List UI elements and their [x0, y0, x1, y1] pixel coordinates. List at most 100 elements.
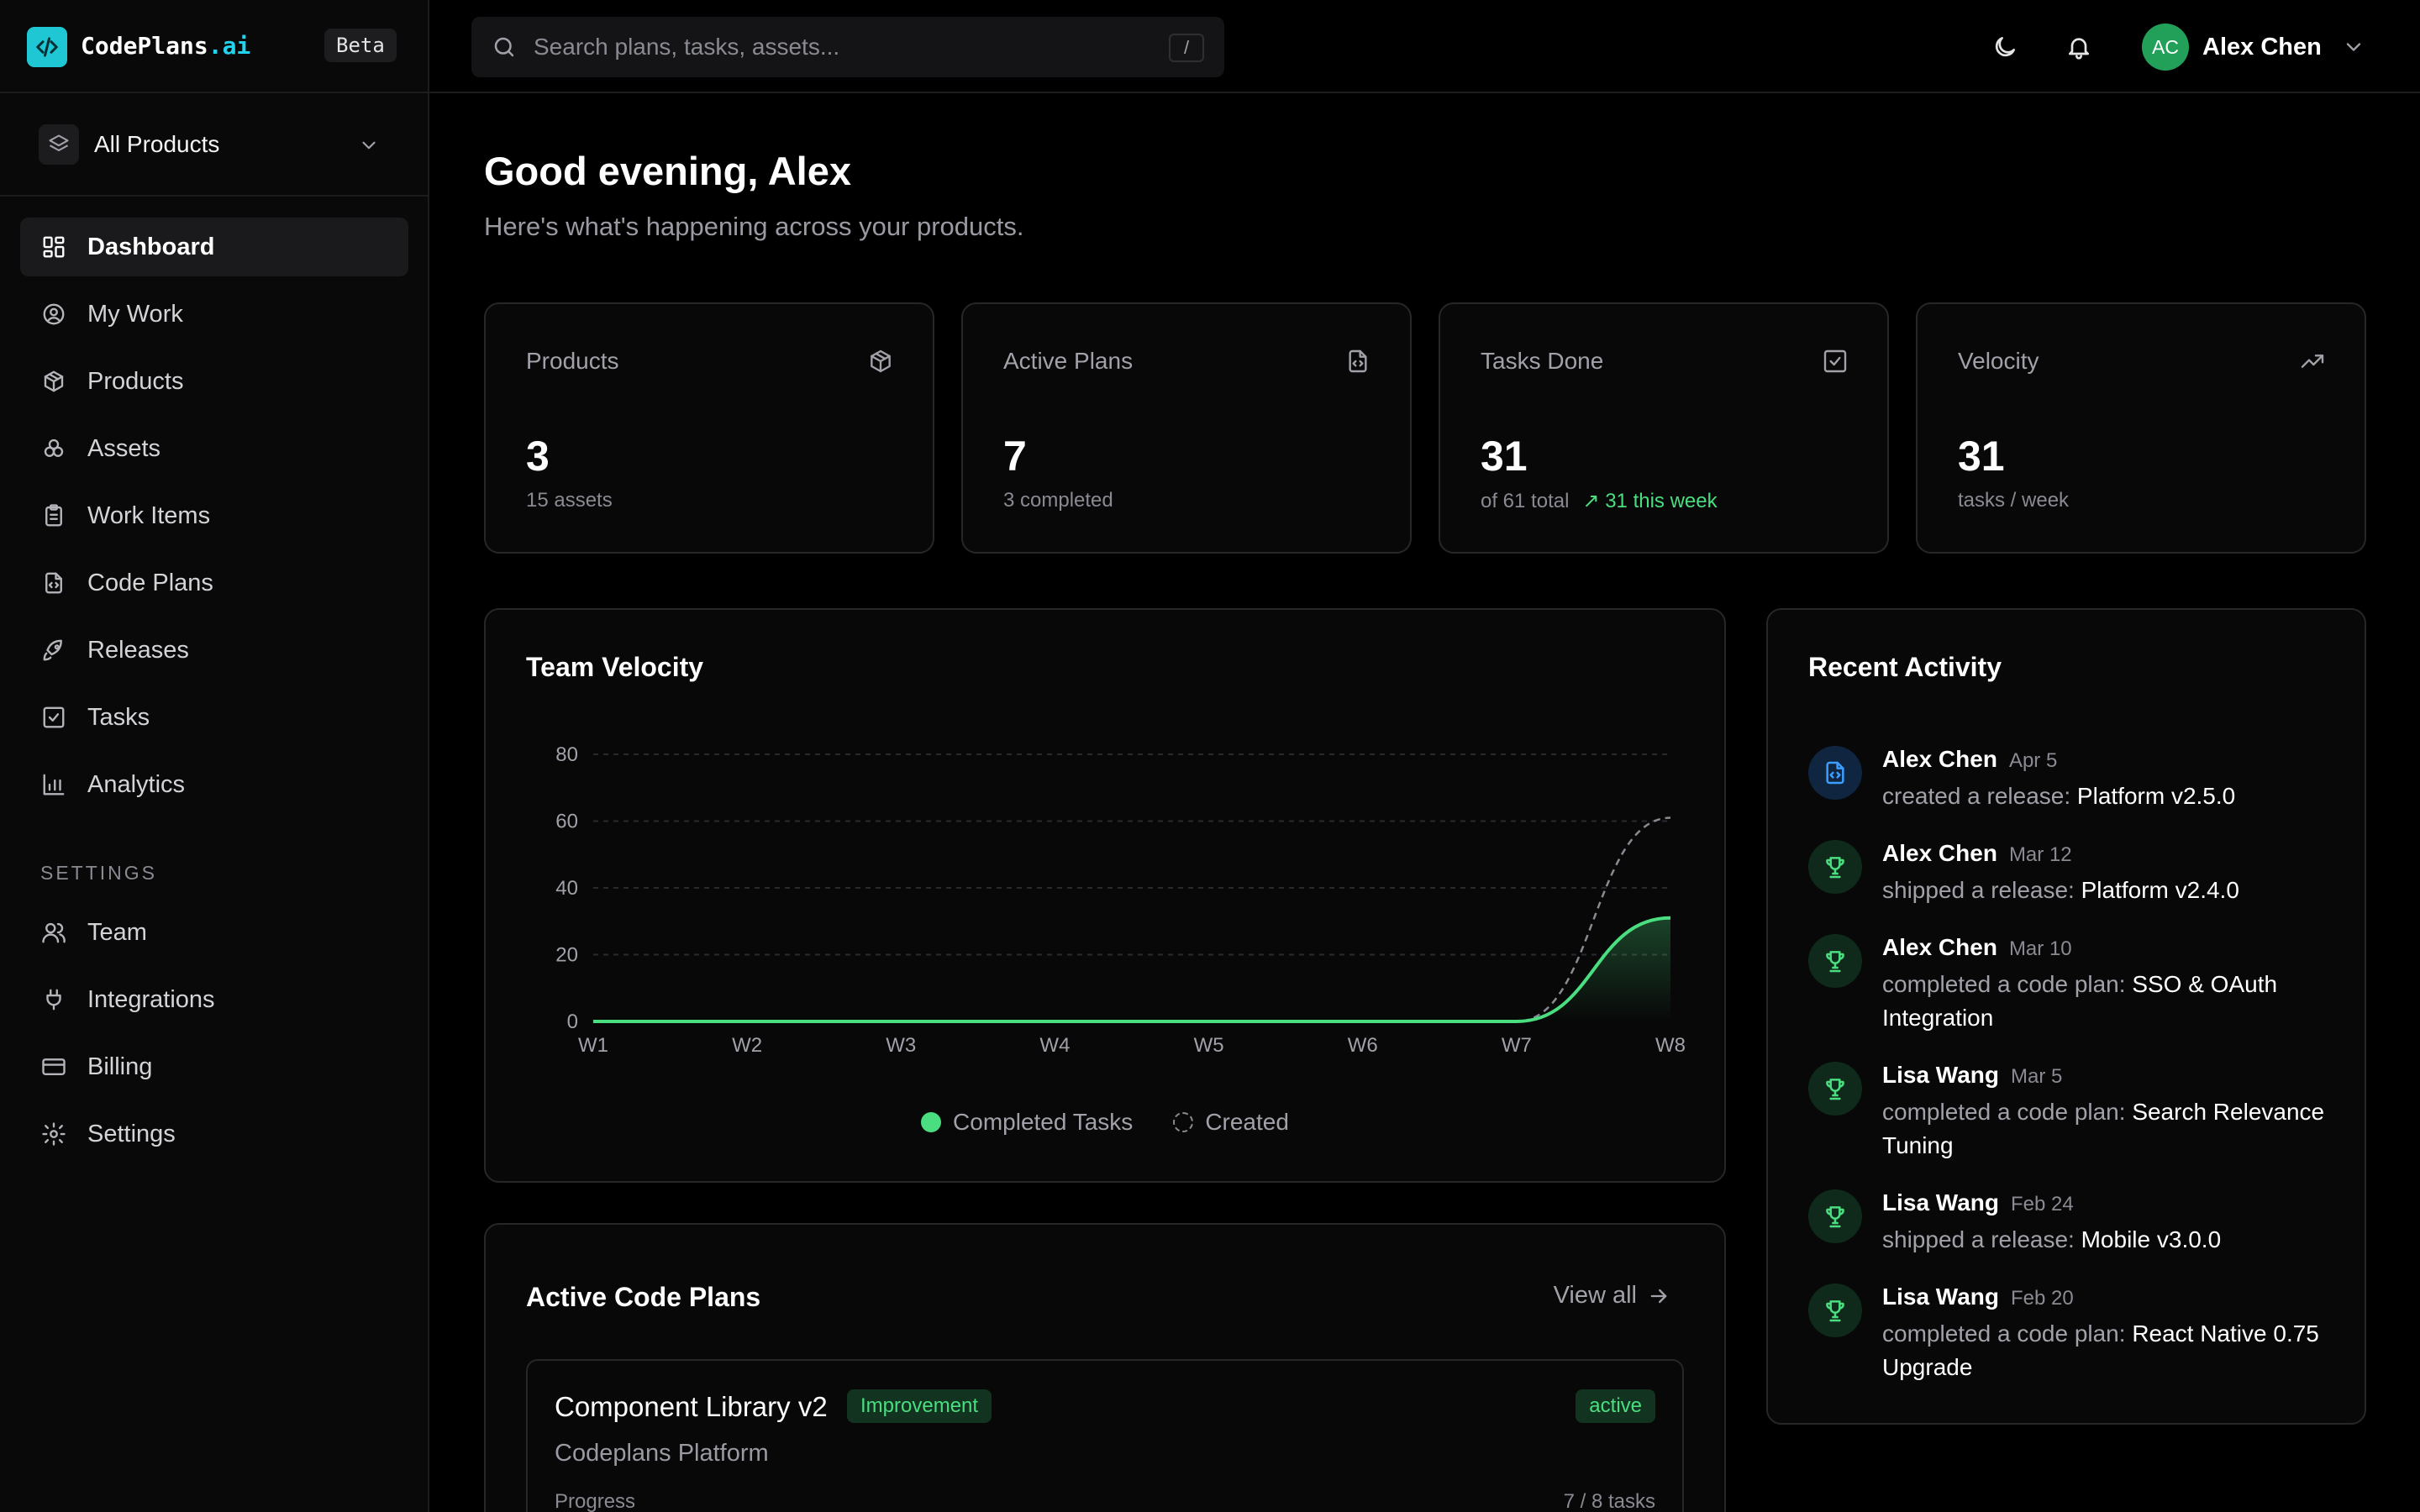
activity-date: Feb 20	[2010, 1287, 2074, 1310]
stat-title: Active Plans	[1003, 348, 1134, 374]
activity-item[interactable]: Lisa Wang Feb 20 completed a code plan: Re…	[1808, 1284, 2329, 1380]
chart-legend: Completed Tasks Created	[486, 1109, 1724, 1136]
plan-product: Codeplans Platform	[555, 1440, 769, 1467]
activity-item[interactable]: Lisa Wang Feb 24 shipped a release: Mobile…	[1808, 1189, 2329, 1273]
activity-date: Mar 12	[2008, 843, 2072, 866]
activity-user: Lisa Wang Feb 24	[1882, 1189, 2074, 1215]
sidebar-item-label: Billing	[87, 1053, 153, 1080]
sidebar-item-dashboard[interactable]: Dashboard	[20, 218, 408, 276]
activity-item[interactable]: Lisa Wang Mar 5 completed a code plan: Sea…	[1808, 1062, 2329, 1158]
activity-target[interactable]: Search Relevance Tuning	[1882, 1099, 2325, 1158]
sidebar-item-billing[interactable]: Billing	[20, 1037, 408, 1096]
activity-description: completed a code plan: React Native 0.75…	[1882, 1320, 2319, 1380]
progress-count: 7 / 8 tasks	[1563, 1490, 1655, 1512]
activity-target[interactable]: Mobile v3.0.0	[2081, 1226, 2222, 1252]
stat-value: 7	[1003, 433, 1027, 480]
activity-item[interactable]: Alex Chen Mar 12 shipped a release: Platfo…	[1808, 840, 2329, 924]
layers-icon	[39, 124, 79, 165]
search-input[interactable]: Search plans, tasks, assets... /	[471, 17, 1224, 77]
stat-subtext: 3 completed	[1003, 489, 1113, 512]
trending-up-icon	[2299, 348, 2328, 376]
sidebar-item-my-work[interactable]: My Work	[20, 285, 408, 344]
user-circle-icon	[40, 301, 67, 328]
legend-item[interactable]: Completed Tasks	[921, 1109, 1133, 1136]
trophy-icon	[1808, 1189, 1862, 1243]
stat-card-velocity[interactable]: Velocity 31 tasks / week	[1916, 302, 2366, 554]
trophy-icon	[1808, 934, 1862, 988]
chevron-down-icon[interactable]	[2342, 35, 2365, 59]
activity-date: Mar 5	[2010, 1065, 2063, 1088]
brand-name[interactable]: CodePlans.ai	[81, 32, 251, 60]
activity-description: shipped a release: Platform v2.4.0	[1882, 877, 2239, 903]
activity-target[interactable]: SSO & OAuth Integration	[1882, 971, 2278, 1031]
file-code-icon	[1344, 348, 1373, 376]
sidebar-item-label: Releases	[87, 636, 189, 664]
activity-user: Alex Chen Mar 12	[1882, 840, 2072, 866]
sidebar-item-team[interactable]: Team	[20, 903, 408, 962]
stat-subtext: tasks / week	[1958, 489, 2070, 512]
stat-value: 31	[1958, 433, 2005, 480]
search-placeholder: Search plans, tasks, assets...	[534, 34, 840, 60]
activity-target[interactable]: Platform v2.4.0	[2081, 877, 2239, 903]
sidebar-item-label: My Work	[87, 300, 183, 328]
sidebar-item-settings[interactable]: Settings	[20, 1105, 408, 1163]
stat-trend: ↗ 31 this week	[1582, 490, 1718, 512]
sidebar-item-code-plans[interactable]: Code Plans	[20, 554, 408, 612]
y-tick-label: 20	[555, 944, 578, 967]
activity-target[interactable]: Platform v2.5.0	[2076, 783, 2236, 809]
stat-card-tasks-done[interactable]: Tasks Done 31 of 61 total ↗ 31 this week	[1439, 302, 1889, 554]
package-icon	[867, 348, 896, 376]
team-velocity-card: Team Velocity 0 20 40 60 80 W1 W2 W3 W4 W5 W6 W7 W8 …	[484, 608, 1726, 1183]
file-code-icon	[40, 570, 67, 596]
activity-date: Mar 10	[2008, 937, 2072, 960]
trophy-icon	[1808, 1062, 1862, 1116]
sidebar-item-assets[interactable]: Assets	[20, 419, 408, 478]
search-shortcut: /	[1169, 34, 1204, 62]
x-tick-label: W8	[1655, 1034, 1686, 1057]
legend-label: Created	[1205, 1109, 1289, 1135]
users-icon	[40, 919, 67, 946]
completed-tasks-area	[593, 917, 1670, 1021]
y-tick-label: 60	[555, 811, 578, 833]
code-logo-icon[interactable]	[27, 27, 67, 67]
completed-tasks-series-line	[593, 916, 1671, 1024]
brand-header: CodePlans.ai Beta	[0, 0, 428, 93]
activity-user: Alex Chen Apr 5	[1882, 746, 2058, 772]
stat-card-products[interactable]: Products 3 15 assets	[484, 302, 934, 554]
activity-user: Lisa Wang Feb 20	[1882, 1284, 2074, 1310]
x-tick-label: W4	[1039, 1034, 1070, 1057]
activity-item[interactable]: Alex Chen Apr 5 created a release: Platfor…	[1808, 746, 2329, 830]
sidebar-item-releases[interactable]: Releases	[20, 621, 408, 680]
y-tick-label: 40	[555, 877, 578, 900]
view-all-link[interactable]: View all	[1554, 1282, 1670, 1310]
sidebar-item-analytics[interactable]: Analytics	[20, 755, 408, 814]
user-name[interactable]: Alex Chen	[2202, 34, 2322, 60]
arrow-right-icon	[1650, 1289, 1667, 1303]
moon-icon[interactable]	[1988, 30, 2022, 64]
activity-target[interactable]: React Native 0.75 Upgrade	[1882, 1320, 2319, 1380]
plug-icon	[40, 986, 67, 1013]
beta-badge: Beta	[324, 29, 397, 62]
activity-description: shipped a release: Mobile v3.0.0	[1882, 1226, 2222, 1252]
sidebar-item-label: Integrations	[87, 985, 215, 1013]
activity-item[interactable]: Alex Chen Mar 10 completed a code plan: SS…	[1808, 934, 2329, 1031]
sidebar-item-products[interactable]: Products	[20, 352, 408, 411]
bell-icon[interactable]	[2062, 30, 2096, 64]
boxes-icon	[40, 435, 67, 462]
legend-item[interactable]: Created	[1173, 1109, 1289, 1136]
file-code-icon	[1808, 746, 1862, 800]
code-plan-row[interactable]: Component Library v2 Improvement active …	[526, 1359, 1684, 1512]
bar-chart-icon	[40, 771, 67, 798]
stat-title: Products	[526, 348, 619, 374]
sidebar-item-label: Assets	[87, 434, 161, 462]
product-switcher[interactable]: All Products	[39, 124, 392, 165]
sidebar-item-work-items[interactable]: Work Items	[20, 486, 408, 545]
sidebar-item-label: Dashboard	[87, 233, 215, 260]
stat-card-active-plans[interactable]: Active Plans 7 3 completed	[961, 302, 1412, 554]
plan-name: Component Library v2	[555, 1391, 828, 1422]
rocket-icon	[40, 637, 67, 664]
card-title: Recent Activity	[1808, 652, 2002, 682]
sidebar-item-integrations[interactable]: Integrations	[20, 970, 408, 1029]
sidebar-item-tasks[interactable]: Tasks	[20, 688, 408, 747]
avatar[interactable]: AC	[2142, 24, 2189, 71]
